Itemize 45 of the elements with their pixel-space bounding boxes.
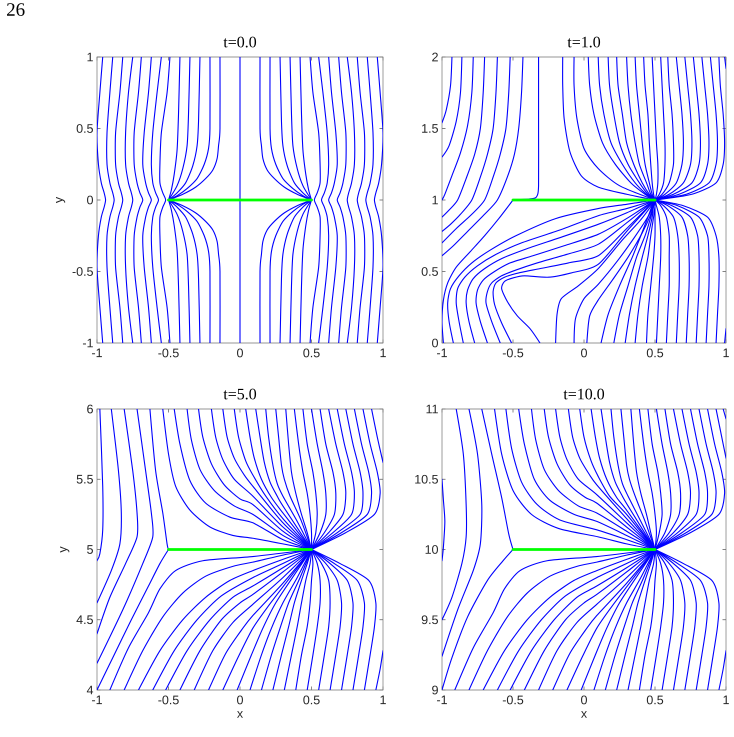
y-tick-label: 10	[426, 545, 438, 554]
x-tick-label: 0	[581, 696, 587, 704]
y-tick-label: -1	[82, 338, 93, 348]
y-tick-label: 10.5	[415, 474, 438, 484]
x-axis-title: x	[581, 711, 587, 718]
y-tick-label: 0	[432, 338, 438, 348]
chart-title: t=10.0	[564, 388, 604, 400]
x-tick-label: 1	[724, 696, 729, 704]
x-tick-label: -0.5	[502, 348, 524, 358]
x-tick-label: 0.5	[303, 696, 320, 704]
y-tick-label: 4	[86, 686, 94, 694]
y-tick-label: 5	[87, 545, 93, 554]
x-tick-label: 0	[237, 696, 243, 704]
x-tick-label: 0	[581, 348, 587, 358]
y-axis-title: y	[60, 546, 70, 553]
y-tick-label: 1	[432, 196, 438, 204]
y-tick-label: 11	[426, 404, 438, 414]
x-tick-label: 1	[724, 348, 729, 358]
y-tick-label: 5.5	[76, 474, 93, 484]
y-tick-label: 1	[88, 52, 93, 62]
x-tick-label: -0.5	[158, 348, 179, 358]
y-tick-label: 0.5	[76, 124, 93, 133]
chart-title: t=5.0	[223, 388, 256, 400]
x-tick-label: 0.5	[646, 696, 664, 704]
y-tick-label: 6	[87, 404, 93, 414]
y-tick-label: 9.5	[422, 615, 438, 624]
x-tick-label: 1	[380, 696, 386, 704]
x-tick-label: 1	[380, 348, 386, 358]
y-tick-label: 1.5	[422, 124, 438, 133]
x-tick-label: 0.5	[303, 348, 320, 358]
y-axis-title: y	[56, 196, 66, 204]
x-tick-label: -0.5	[158, 696, 179, 704]
y-tick-label: 4.5	[76, 615, 93, 624]
y-tick-label: 0.5	[422, 267, 438, 276]
chart-title: t=1.0	[567, 36, 600, 48]
x-tick-label: -0.5	[502, 696, 524, 704]
x-tick-label: 0.5	[646, 348, 664, 358]
x-axis-title: x	[237, 711, 243, 718]
y-tick-label: 0	[87, 196, 93, 204]
x-tick-label: 0	[237, 348, 243, 358]
chart-title: t=0.0	[223, 36, 256, 48]
y-tick-label: 2	[432, 52, 438, 62]
y-tick-label: 9	[432, 686, 438, 694]
text: 26	[7, 3, 25, 16]
y-tick-label: -0.5	[72, 267, 93, 276]
